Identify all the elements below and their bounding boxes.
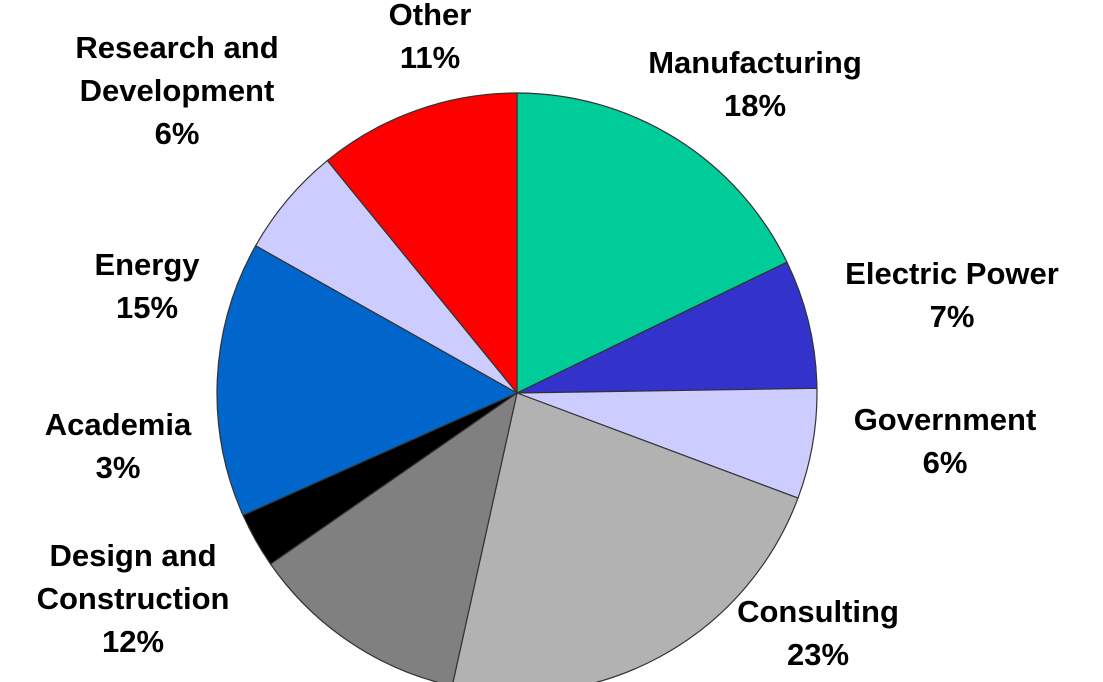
slice-percent: 6%: [155, 116, 200, 151]
slice-name: Development: [80, 73, 275, 108]
pie-slice-consulting: [452, 392, 799, 682]
slice-name: Research and: [75, 30, 278, 65]
slice-percent: 12%: [102, 624, 164, 659]
pie-slice-other: [326, 92, 518, 395]
slice-label-electric-power: Electric Power 7%: [845, 256, 1059, 334]
slice-percent: 18%: [724, 88, 786, 123]
pie-slice-design-and-construction: [269, 391, 518, 682]
slice-label-energy: Energy 15%: [94, 247, 200, 325]
slice-name: Construction: [37, 581, 230, 616]
slice-name: Consulting: [737, 594, 899, 629]
slice-label-government: Government 6%: [854, 402, 1037, 480]
slice-percent: 7%: [930, 299, 975, 334]
pie-slices: [216, 92, 818, 682]
slice-percent: 15%: [116, 290, 178, 325]
pie-labels: Manufacturing 18% Electric Power 7% Governme…: [37, 0, 1059, 672]
slice-name: Energy: [94, 247, 200, 282]
pie-slice-energy: [216, 244, 519, 517]
slice-label-research-and-development: Research and Development 6%: [75, 30, 278, 151]
slice-label-academia: Academia 3%: [45, 407, 192, 485]
slice-percent: 3%: [96, 450, 141, 485]
slice-label-manufacturing: Manufacturing 18%: [648, 45, 862, 123]
slice-name: Government: [854, 402, 1037, 437]
pie-slice-manufacturing: [516, 92, 788, 394]
slice-name: Design and: [49, 538, 216, 573]
slice-label-consulting: Consulting 23%: [737, 594, 899, 672]
slice-name: Manufacturing: [648, 45, 862, 80]
pie-slice-electric-power: [516, 261, 818, 394]
slice-name: Electric Power: [845, 256, 1059, 291]
slice-name: Other: [389, 0, 472, 32]
slice-percent: 11%: [400, 40, 460, 75]
slice-percent: 6%: [923, 445, 968, 480]
slice-label-other: Other 11%: [389, 0, 472, 75]
slice-percent: 23%: [787, 637, 849, 672]
slice-name: Academia: [45, 407, 192, 442]
slice-label-design-and-construction: Design and Construction 12%: [37, 538, 230, 659]
